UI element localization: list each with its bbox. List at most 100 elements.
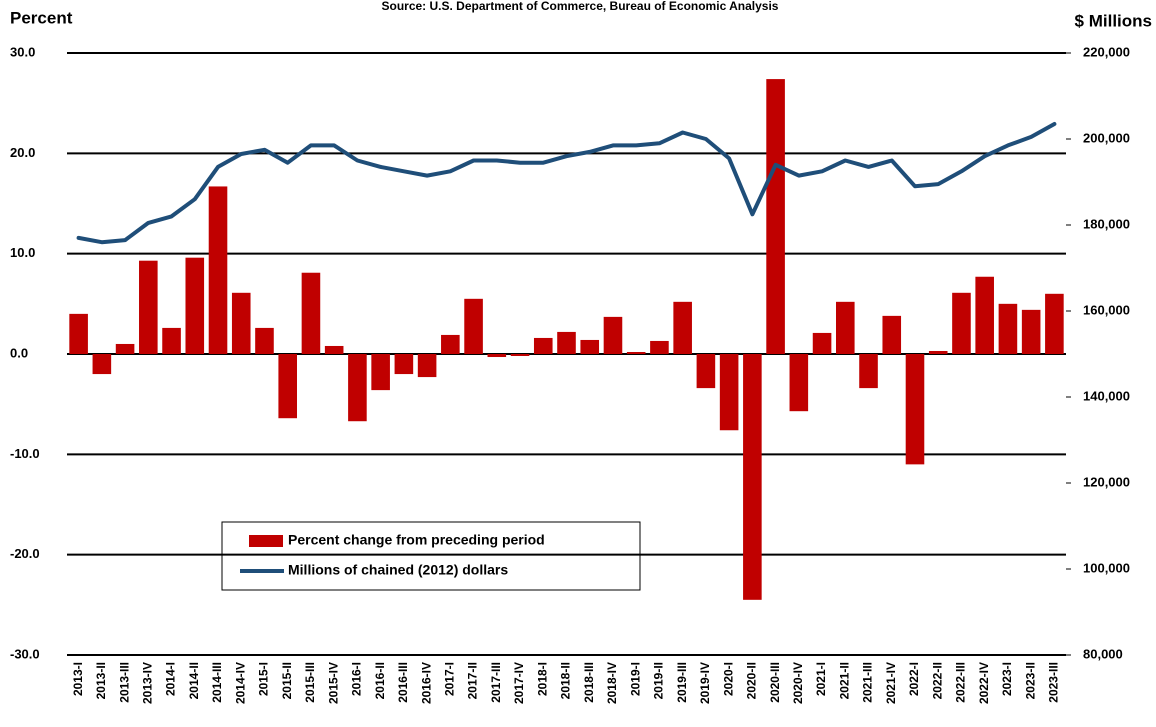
x-tick-label: 2023-II	[1023, 662, 1037, 699]
x-tick-label: 2016-IV	[419, 662, 433, 704]
y-tick-label: -30.0	[10, 646, 40, 661]
y2-tick-label: 220,000	[1083, 44, 1130, 59]
x-tick-label: 2013-IV	[140, 662, 154, 704]
legend-label: Millions of chained (2012) dollars	[288, 562, 508, 578]
bar	[231, 292, 251, 354]
bar	[812, 332, 832, 354]
x-tick-label: 2019-II	[652, 662, 666, 699]
bar	[1021, 309, 1041, 354]
x-tick-label: 2021-IV	[884, 662, 898, 704]
bar	[417, 354, 437, 378]
bar	[464, 298, 483, 354]
x-tick-label: 2015-IV	[326, 662, 340, 704]
bar	[580, 339, 600, 354]
x-tick-label: 2020-I	[721, 662, 735, 696]
bar	[905, 354, 925, 465]
bar	[975, 276, 994, 354]
bar	[92, 354, 112, 375]
bar	[696, 354, 716, 389]
y2-tick-label: 120,000	[1083, 474, 1130, 489]
bar	[859, 354, 878, 389]
bar	[882, 315, 902, 354]
x-tick-label: 2017-I	[443, 662, 457, 696]
bar	[394, 354, 414, 375]
x-tick-label: 2020-II	[745, 662, 759, 699]
x-tick-label: 2015-III	[303, 662, 317, 703]
bar	[626, 351, 646, 354]
bar	[928, 350, 948, 354]
legend-label: Percent change from preceding period	[288, 532, 545, 548]
bar	[348, 354, 367, 422]
x-tick-label: 2020-IV	[791, 662, 805, 704]
y-tick-label: 0.0	[10, 345, 28, 360]
bar	[743, 354, 762, 600]
x-tick-label: 2014-I	[164, 662, 178, 696]
bar	[650, 340, 669, 354]
x-tick-label: 2018-III	[582, 662, 596, 703]
y2-axis-label: $ Millions	[1075, 11, 1152, 30]
x-tick-label: 2016-I	[350, 662, 364, 696]
x-tick-label: 2019-IV	[698, 662, 712, 704]
bar	[324, 345, 344, 354]
bar	[162, 327, 181, 354]
bar	[185, 257, 205, 354]
x-tick-label: 2020-III	[768, 662, 782, 703]
y-tick-label: 20.0	[10, 145, 35, 160]
x-tick-label: 2013-II	[94, 662, 108, 699]
bar	[603, 316, 623, 354]
bar	[952, 292, 971, 354]
bar	[1045, 293, 1064, 354]
bar	[533, 337, 553, 354]
x-tick-label: 2021-III	[861, 662, 875, 703]
bar	[255, 327, 274, 354]
bar	[115, 343, 135, 354]
bar	[998, 303, 1018, 354]
x-tick-label: 2013-III	[117, 662, 131, 703]
y-tick-label: 30.0	[10, 44, 35, 59]
x-tick-label: 2018-I	[535, 662, 549, 696]
y2-tick-label: 100,000	[1083, 560, 1130, 575]
bar	[69, 313, 88, 354]
x-tick-label: 2017-II	[466, 662, 480, 699]
x-tick-label: 2021-I	[814, 662, 828, 696]
y-tick-label: -10.0	[10, 446, 40, 461]
x-tick-label: 2017-IV	[512, 662, 526, 704]
x-tick-label: 2022-I	[907, 662, 921, 696]
bar	[371, 354, 390, 391]
bar	[673, 301, 692, 354]
y-tick-label: 10.0	[10, 245, 35, 260]
bar	[766, 79, 785, 354]
bar	[789, 354, 809, 412]
y-axis-label: Percent	[10, 8, 73, 27]
x-tick-label: 2016-III	[396, 662, 410, 703]
bar	[557, 331, 576, 354]
bar	[278, 354, 298, 419]
line	[76, 122, 1057, 245]
y2-tick-label: 180,000	[1083, 216, 1130, 231]
bar	[208, 186, 228, 354]
bar	[510, 354, 530, 357]
x-tick-label: 2014-III	[210, 662, 224, 703]
x-tick-label: 2023-III	[1047, 662, 1061, 703]
y2-tick-label: 80,000	[1083, 646, 1123, 661]
x-tick-label: 2018-II	[559, 662, 573, 699]
x-tick-label: 2022-II	[930, 662, 944, 699]
bar	[441, 334, 460, 354]
chart-subtitle: Source: U.S. Department of Commerce, Bur…	[382, 0, 779, 13]
bar	[835, 301, 855, 354]
y2-tick-label: 160,000	[1083, 302, 1130, 317]
x-tick-label: 2014-II	[187, 662, 201, 699]
x-tick-label: 2018-IV	[605, 662, 619, 704]
x-tick-label: 2017-III	[489, 662, 503, 703]
legend-swatch	[249, 535, 283, 547]
x-tick-label: 2021-II	[837, 662, 851, 699]
x-tick-label: 2019-I	[628, 662, 642, 696]
x-tick-label: 2015-II	[280, 662, 294, 699]
bar	[487, 354, 507, 358]
x-tick-label: 2019-III	[675, 662, 689, 703]
bar	[139, 260, 158, 354]
legend-box	[221, 521, 641, 591]
y2-tick-label: 200,000	[1083, 130, 1130, 145]
x-tick-label: 2023-I	[1000, 662, 1014, 696]
